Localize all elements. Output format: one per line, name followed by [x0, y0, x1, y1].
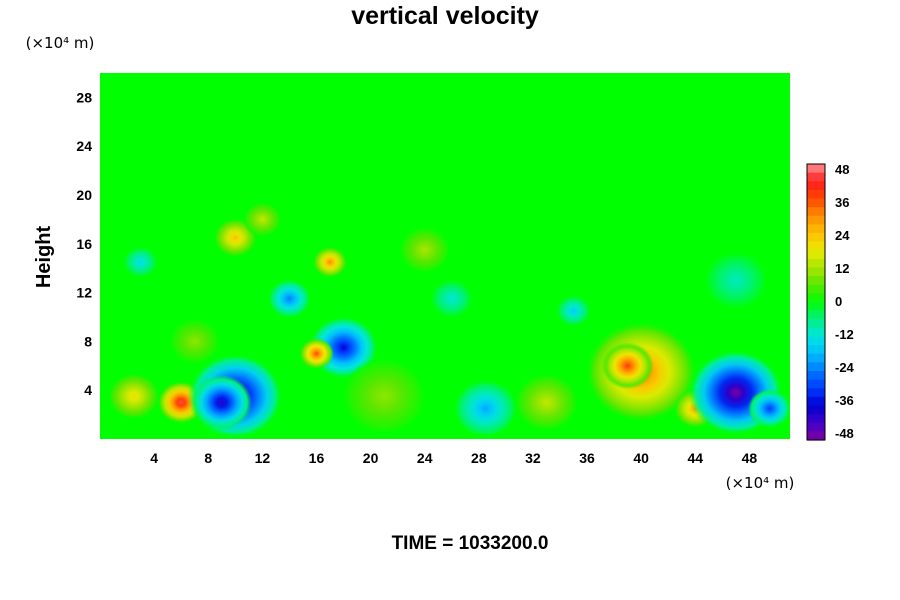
colorbar-band — [807, 189, 825, 200]
velocity-cell — [453, 379, 519, 438]
y-tick-label: 28 — [76, 89, 92, 105]
y-tick-label: 16 — [76, 236, 92, 252]
x-tick-label: 44 — [688, 450, 704, 466]
x-tick-label: 4 — [150, 450, 158, 466]
x-tick-label: 28 — [471, 450, 487, 466]
time-label: TIME = 1033200.0 — [392, 533, 549, 554]
chart-title: vertical velocity — [351, 2, 539, 30]
colorbar-tick-label: 24 — [835, 228, 850, 243]
colorbar-band — [807, 181, 825, 191]
x-tick-label: 32 — [525, 450, 541, 466]
colorbar: 48 36 24 12 0 -12 -24 -36 -48 — [806, 162, 855, 441]
y-tick-label: 12 — [76, 285, 92, 301]
y-tick-label: 24 — [76, 138, 92, 154]
colorbar-band — [807, 233, 825, 243]
y-tick-label: 20 — [76, 187, 92, 203]
x-tick-label: 20 — [363, 450, 379, 466]
x-tick-label: 48 — [742, 450, 758, 466]
colorbar-band — [807, 241, 825, 251]
velocity-cell — [107, 372, 160, 420]
x-tick-label: 36 — [579, 450, 595, 466]
velocity-cell — [123, 246, 158, 278]
colorbar-band — [807, 327, 825, 338]
velocity-cell — [312, 246, 348, 278]
colorbar-band — [807, 345, 825, 355]
colorbar-tick-label: -24 — [835, 360, 855, 375]
velocity-cell — [556, 295, 591, 327]
colorbar-tick-label: -12 — [835, 327, 854, 342]
velocity-cell — [340, 357, 428, 436]
velocity-cell — [398, 226, 451, 274]
velocity-cell — [514, 373, 579, 432]
colorbar-band — [807, 250, 825, 260]
x-tick-label: 16 — [309, 450, 325, 466]
colorbar-band — [807, 224, 825, 234]
colorbar-band — [807, 258, 825, 269]
x-tick-label: 8 — [204, 450, 212, 466]
colorbar-band — [807, 172, 825, 182]
colorbar-band — [807, 310, 825, 320]
velocity-cell — [748, 388, 790, 429]
velocity-cell — [191, 375, 253, 430]
colorbar-tick-label: -48 — [835, 426, 854, 441]
colorbar-band — [807, 164, 825, 174]
y-axis-unit: (×10⁴ m) — [26, 34, 95, 52]
y-tick-label: 4 — [84, 382, 92, 398]
velocity-cell — [242, 201, 282, 237]
colorbar-band — [807, 396, 825, 407]
colorbar-tick-label: 48 — [835, 162, 849, 177]
colorbar-band — [807, 207, 825, 217]
velocity-cell — [703, 251, 769, 310]
colorbar-tick-label: -36 — [835, 393, 854, 408]
colorbar-band — [807, 336, 825, 346]
colorbar-band — [807, 379, 825, 389]
colorbar-band — [807, 431, 825, 441]
colorbar-frame — [806, 163, 826, 441]
heatmap-plot-area — [100, 73, 790, 439]
velocity-cell — [299, 337, 334, 370]
colorbar-tick-label: 12 — [835, 261, 849, 276]
colorbar-band — [807, 422, 825, 432]
y-axis-label: Height — [33, 226, 55, 289]
colorbar-tick-label: 0 — [835, 294, 842, 309]
velocity-cell — [430, 279, 474, 319]
colorbar-band — [807, 414, 825, 424]
x-axis-ticks: 4 8 12 16 20 24 28 32 36 40 44 48 — [150, 450, 757, 466]
colorbar-band — [807, 388, 825, 398]
x-tick-label: 40 — [633, 450, 649, 466]
colorbar-band — [807, 371, 825, 381]
colorbar-band — [807, 405, 825, 415]
y-axis-ticks: 4 8 12 16 20 24 28 — [76, 89, 92, 398]
colorbar-band — [807, 215, 825, 225]
velocity-cell — [267, 279, 312, 319]
colorbar-band — [807, 353, 825, 363]
colorbar-band — [807, 362, 825, 372]
x-tick-label: 24 — [417, 450, 433, 466]
velocity-cell — [168, 317, 221, 365]
colorbar-band — [807, 276, 825, 286]
colorbar-band — [807, 284, 825, 294]
colorbar-band — [807, 302, 825, 312]
colorbar-band — [807, 293, 825, 303]
x-axis-unit: (×10⁴ m) — [726, 474, 795, 492]
velocity-cell — [601, 342, 654, 390]
x-tick-label: 12 — [255, 450, 271, 466]
colorbar-band — [807, 198, 825, 208]
colorbar-tick-label: 36 — [835, 195, 849, 210]
y-tick-label: 8 — [84, 333, 92, 349]
colorbar-band — [807, 267, 825, 277]
colorbar-band — [807, 319, 825, 329]
